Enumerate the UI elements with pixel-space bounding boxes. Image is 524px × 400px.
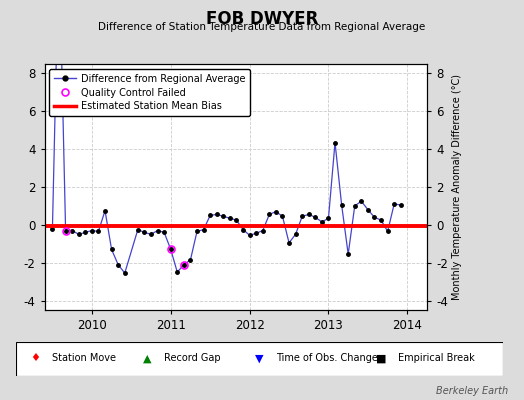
Text: Berkeley Earth: Berkeley Earth (436, 386, 508, 396)
Text: ♦: ♦ (30, 353, 40, 363)
Text: Record Gap: Record Gap (165, 353, 221, 363)
Text: FOB DWYER: FOB DWYER (206, 10, 318, 28)
Text: ▲: ▲ (143, 353, 151, 363)
Text: Empirical Break: Empirical Break (398, 353, 475, 363)
Text: Difference of Station Temperature Data from Regional Average: Difference of Station Temperature Data f… (99, 22, 425, 32)
Text: Station Move: Station Move (52, 353, 116, 363)
Text: Time of Obs. Change: Time of Obs. Change (277, 353, 378, 363)
Y-axis label: Monthly Temperature Anomaly Difference (°C): Monthly Temperature Anomaly Difference (… (452, 74, 462, 300)
Legend: Difference from Regional Average, Quality Control Failed, Estimated Station Mean: Difference from Regional Average, Qualit… (49, 69, 250, 116)
Text: ■: ■ (376, 353, 387, 363)
Text: ▼: ▼ (255, 353, 264, 363)
FancyBboxPatch shape (16, 342, 503, 376)
